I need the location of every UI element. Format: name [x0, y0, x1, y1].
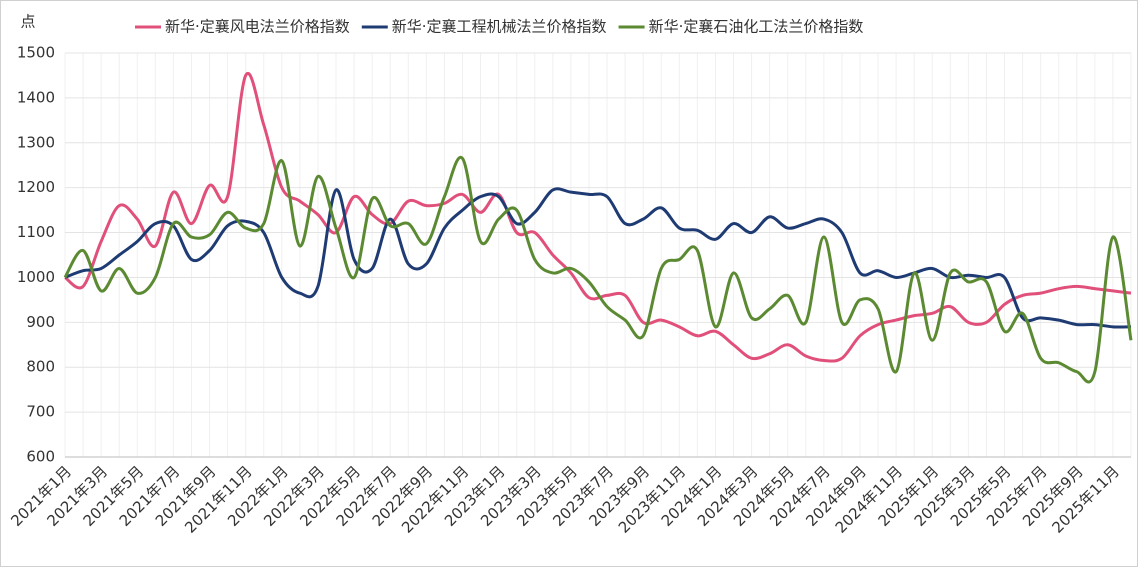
legend-label: 新华·定襄风电法兰价格指数 — [165, 18, 350, 36]
legend-label: 新华·定襄工程机械法兰价格指数 — [392, 18, 607, 36]
y-tick-label: 1200 — [17, 178, 55, 196]
y-tick-label: 1300 — [17, 133, 55, 151]
y-tick-label: 600 — [26, 448, 55, 466]
y-axis-label: 点 — [20, 13, 35, 31]
legend-label: 新华·定襄石油化工法兰价格指数 — [649, 18, 864, 36]
y-tick-label: 1000 — [17, 268, 55, 286]
y-tick-label: 800 — [26, 358, 55, 376]
series-line — [64, 71, 1132, 363]
y-tick-label: 1400 — [17, 88, 55, 106]
series-line — [63, 155, 1133, 384]
y-tick-label: 1500 — [17, 44, 55, 62]
y-tick-label: 900 — [26, 313, 55, 331]
y-tick-label: 1100 — [17, 223, 55, 241]
y-tick-label: 700 — [26, 403, 55, 421]
series-line — [64, 187, 1132, 329]
